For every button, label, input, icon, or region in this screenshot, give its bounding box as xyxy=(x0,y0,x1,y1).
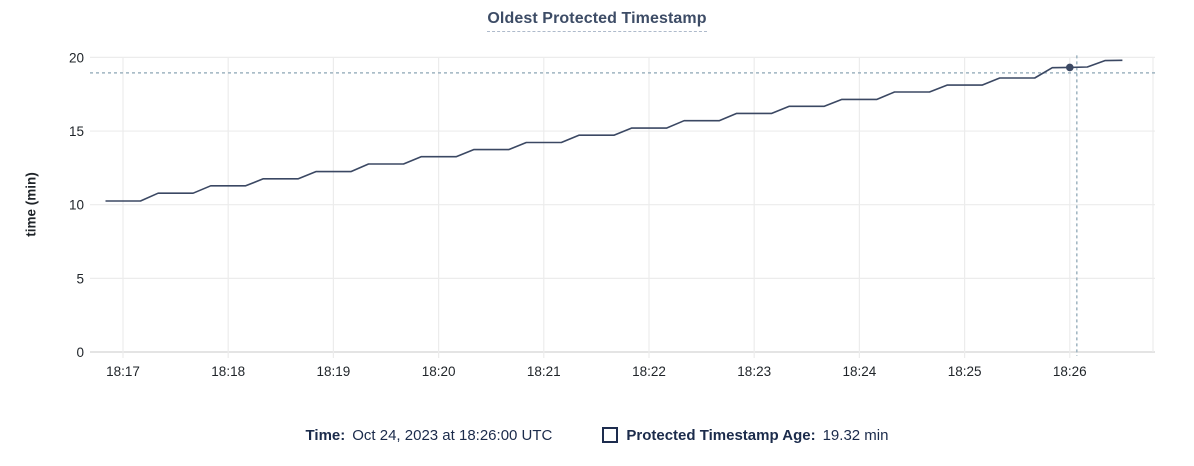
series-value: 19.32 min xyxy=(822,426,889,444)
chart-title-row: Oldest Protected Timestamp xyxy=(0,10,1194,32)
series-checkbox[interactable] xyxy=(602,427,619,443)
y-tick-label: 5 xyxy=(76,271,84,286)
highlight-dot xyxy=(1066,63,1074,72)
x-tick-label: 18:25 xyxy=(948,364,982,379)
x-tick-label: 18:26 xyxy=(1053,364,1087,379)
chart-title[interactable]: Oldest Protected Timestamp xyxy=(487,10,707,32)
x-tick-label: 18:21 xyxy=(527,364,561,379)
y-tick-label: 10 xyxy=(69,198,84,213)
y-tick-label: 15 xyxy=(69,124,84,139)
x-tick-label: 18:24 xyxy=(843,364,877,379)
x-tick-label: 18:23 xyxy=(737,364,771,379)
x-tick-label: 18:18 xyxy=(211,364,245,379)
time-label: Time: xyxy=(305,426,346,444)
hover-legend: Time: Oct 24, 2023 at 18:26:00 UTC Prote… xyxy=(0,424,1194,446)
y-tick-label: 0 xyxy=(76,345,84,360)
x-tick-label: 18:20 xyxy=(422,364,456,379)
line-chart[interactable]: 0 5 10 15 20 18:17 18:18 18:19 18:20 18:21 18:22 18… xyxy=(0,0,1194,400)
x-tick-label: 18:19 xyxy=(317,364,351,379)
x-tick-label: 18:22 xyxy=(632,364,666,379)
time-value: Oct 24, 2023 at 18:26:00 UTC xyxy=(352,426,553,444)
y-tick-label: 20 xyxy=(69,50,84,65)
data-line xyxy=(105,59,1123,202)
x-tick-label: 18:17 xyxy=(106,364,140,379)
series-label[interactable]: Protected Timestamp Age: xyxy=(626,426,816,444)
